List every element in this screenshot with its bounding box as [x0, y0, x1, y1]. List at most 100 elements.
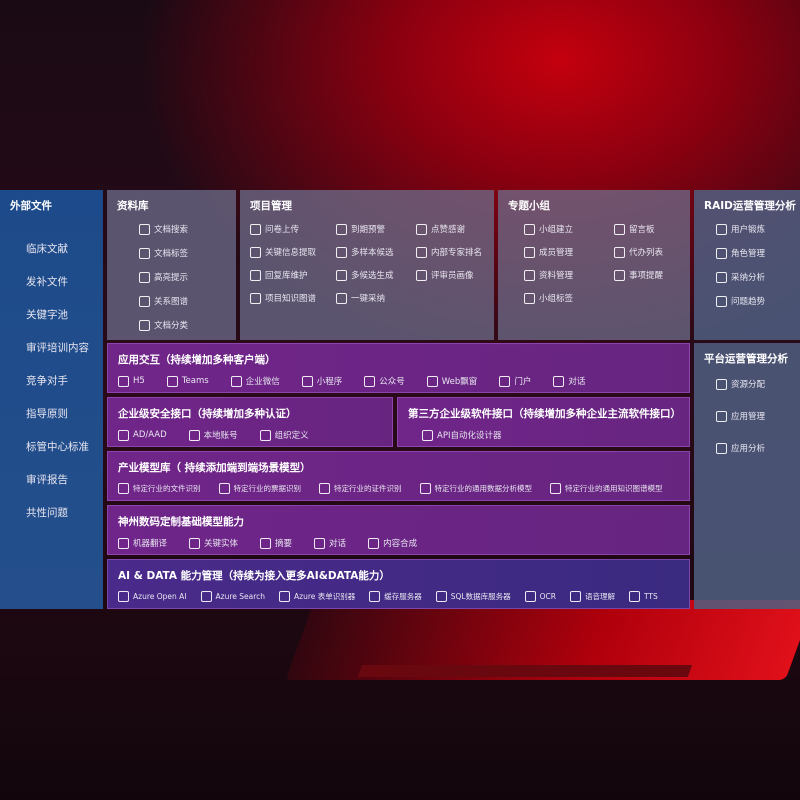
external-item-关键字池[interactable]: 关键字池 — [26, 307, 93, 322]
project-item-关键信息提取[interactable]: 关键信息提取 — [250, 246, 336, 258]
raid-title: RAID运营管理分析 — [704, 200, 796, 212]
raid-item-用户锻炼[interactable]: 用户锻炼 — [716, 223, 790, 235]
item-label: 小程序 — [316, 377, 343, 387]
platform-item-应用管理[interactable]: 应用管理 — [716, 410, 790, 422]
external-item-共性问题[interactable]: 共性问题 — [26, 505, 93, 520]
chart-icon — [419, 483, 431, 494]
library-panel: 资料库 文档搜索 文档标签 高亮提示 关系图谱 文档分类 — [107, 190, 236, 340]
user-add-icon — [524, 246, 535, 258]
project-item-问卷上传[interactable]: 问卷上传 — [250, 223, 336, 235]
item-label: Azure Open AI — [133, 592, 187, 601]
ocr-icon — [524, 591, 536, 602]
ai-item-Azure Open AI[interactable]: Azure Open AI — [118, 591, 187, 602]
external-item-审评培训内容[interactable]: 审评培训内容 — [26, 340, 93, 355]
item-label: 资源分配 — [731, 380, 766, 390]
project-item-多样本候选[interactable]: 多样本候选 — [336, 246, 416, 258]
item-label: SQL数据库服务器 — [450, 592, 511, 601]
project-item-评审员画像[interactable]: 评审员画像 — [416, 269, 496, 281]
raid-item-问题趋势[interactable]: 问题趋势 — [716, 295, 790, 307]
item-label: 特定行业的票据识别 — [233, 484, 302, 493]
project-item-点赞感谢[interactable]: 点赞感谢 — [416, 223, 496, 235]
thirdparty-panel: 第三方企业级软件接口（持续增加多种企业主流软件接口） API自动化设计器 — [397, 397, 690, 447]
ai-item-Azure Search[interactable]: Azure Search — [200, 591, 265, 602]
app-item-对话[interactable]: 对话 — [553, 375, 585, 387]
industry-item-特定行业的票据识别[interactable]: 特定行业的票据识别 — [218, 483, 302, 494]
wecom-icon — [230, 375, 242, 387]
external-item-临床文献[interactable]: 临床文献 — [26, 241, 93, 256]
entity-icon — [189, 537, 201, 549]
users-icon — [716, 247, 727, 259]
security-item-AD/AAD[interactable]: AD/AAD — [118, 429, 167, 441]
base-item-机器翻译[interactable]: 机器翻译 — [118, 537, 167, 549]
industry-item-特定行业的证件识别[interactable]: 特定行业的证件识别 — [319, 483, 402, 494]
base-item-关键实体[interactable]: 关键实体 — [189, 537, 238, 549]
item-label: 项目知识图谱 — [265, 294, 317, 304]
item-label: 竞争对手 — [26, 375, 68, 387]
industry-item-特定行业的通用数据分析模型[interactable]: 特定行业的通用数据分析模型 — [419, 483, 532, 494]
project-title: 项目管理 — [250, 200, 292, 212]
external-item-审评报告[interactable]: 审评报告 — [26, 472, 93, 487]
app-item-Teams[interactable]: Teams — [166, 375, 209, 387]
base-item-内容合成[interactable]: 内容合成 — [368, 537, 417, 549]
raid-item-采纳分析[interactable]: 采纳分析 — [716, 271, 790, 283]
raid-item-角色管理[interactable]: 角色管理 — [716, 247, 790, 259]
group-item-小组建立[interactable]: 小组建立 — [524, 223, 614, 235]
ai-item-OCR[interactable]: OCR — [524, 591, 556, 602]
security-item-组织定义[interactable]: 组织定义 — [259, 429, 309, 441]
chart-icon — [716, 442, 727, 454]
ai-item-SQL数据库服务器[interactable]: SQL数据库服务器 — [435, 591, 511, 602]
base-item-对话[interactable]: 对话 — [314, 537, 346, 549]
project-item-多候选生成[interactable]: 多候选生成 — [336, 269, 416, 281]
group-item-留言板[interactable]: 留言板 — [614, 223, 694, 235]
ai-item-缓存服务器[interactable]: 缓存服务器 — [369, 591, 422, 602]
project-item-到期预警[interactable]: 到期预警 — [336, 223, 416, 235]
platform-item-应用分析[interactable]: 应用分析 — [716, 442, 790, 454]
external-item-发补文件[interactable]: 发补文件 — [26, 274, 93, 289]
item-label: 代办列表 — [629, 248, 664, 258]
ai-item-语音理解[interactable]: 语音理解 — [569, 591, 615, 602]
external-item-指导原则[interactable]: 指导原则 — [26, 406, 93, 421]
item-label: 应用管理 — [731, 412, 766, 422]
item-label: 高亮提示 — [154, 273, 189, 283]
group-item-代办列表[interactable]: 代办列表 — [614, 246, 694, 258]
library-item-文档搜索[interactable]: 文档搜索 — [139, 223, 226, 235]
library-item-高亮提示[interactable]: 高亮提示 — [139, 271, 226, 283]
item-label: 文档分类 — [154, 321, 189, 331]
item-label: 本地账号 — [203, 431, 238, 441]
item-label: API自动化设计器 — [437, 431, 502, 441]
item-label: 内部专家排名 — [431, 248, 483, 258]
app-item-H5[interactable]: H5 — [118, 375, 145, 387]
item-label: 多样本候选 — [351, 248, 394, 258]
project-item-内部专家排名[interactable]: 内部专家排名 — [416, 246, 496, 258]
app-item-公众号[interactable]: 公众号 — [364, 375, 405, 387]
project-item-项目知识图谱[interactable]: 项目知识图谱 — [250, 292, 336, 304]
project-item-一键采纳[interactable]: 一键采纳 — [336, 292, 416, 304]
ai-item-Azure 表单识别器[interactable]: Azure 表单识别器 — [279, 591, 355, 602]
group-item-事项提醒[interactable]: 事项提醒 — [614, 269, 694, 281]
app-item-小程序[interactable]: 小程序 — [301, 375, 343, 387]
platform-item-资源分配[interactable]: 资源分配 — [716, 378, 790, 390]
base-item-摘要[interactable]: 摘要 — [260, 537, 292, 549]
library-item-文档分类[interactable]: 文档分类 — [139, 319, 226, 331]
library-item-关系图谱[interactable]: 关系图谱 — [139, 295, 226, 307]
external-title: 外部文件 — [10, 200, 52, 212]
external-item-标管中心标准[interactable]: 标管中心标准 — [26, 439, 93, 454]
item-label: 资料管理 — [539, 271, 574, 281]
industry-item-特定行业的文件识别[interactable]: 特定行业的文件识别 — [118, 483, 201, 494]
security-item-本地账号[interactable]: 本地账号 — [188, 429, 238, 441]
group-item-资料管理[interactable]: 资料管理 — [524, 269, 614, 281]
thirdparty-item-API自动化设计器[interactable]: API自动化设计器 — [422, 429, 501, 441]
ai-item-TTS[interactable]: TTS — [628, 591, 658, 602]
item-label: 小组建立 — [539, 225, 574, 235]
project-panel: 项目管理问卷上传 到期预警 点赞感谢关键信息提取 多样本候选 内部专家排名回复库维护 多候… — [240, 190, 494, 340]
app-item-企业微信[interactable]: 企业微信 — [230, 375, 280, 387]
project-item-回复库维护[interactable]: 回复库维护 — [250, 269, 336, 281]
industry-item-特定行业的通用知识图谱模型[interactable]: 特定行业的通用知识图谱模型 — [550, 483, 663, 494]
background-decoration — [357, 665, 693, 677]
external-item-竞争对手[interactable]: 竞争对手 — [26, 373, 93, 388]
library-item-文档标签[interactable]: 文档标签 — [139, 247, 226, 259]
app-item-Web飘窗[interactable]: Web飘窗 — [426, 375, 477, 387]
group-item-成员管理[interactable]: 成员管理 — [524, 246, 614, 258]
group-item-小组标签[interactable]: 小组标签 — [524, 292, 614, 304]
app-item-门户[interactable]: 门户 — [499, 375, 531, 387]
